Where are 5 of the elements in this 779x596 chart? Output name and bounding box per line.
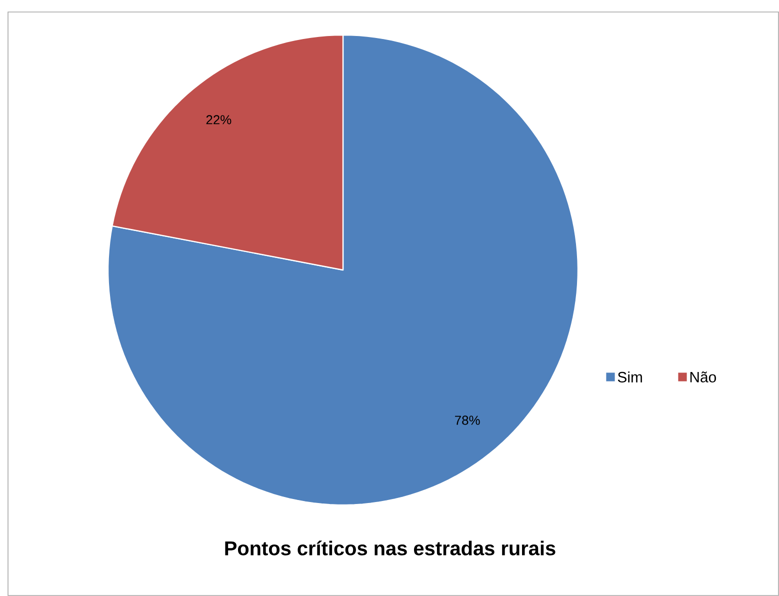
text: Pontos críticos nas estradas rurais: [225, 540, 556, 556]
legend-label: Sim: [618, 372, 642, 382]
data-label: 78%: [455, 416, 480, 425]
data-label: 22%: [206, 115, 232, 124]
legend-label: Não: [690, 372, 716, 382]
